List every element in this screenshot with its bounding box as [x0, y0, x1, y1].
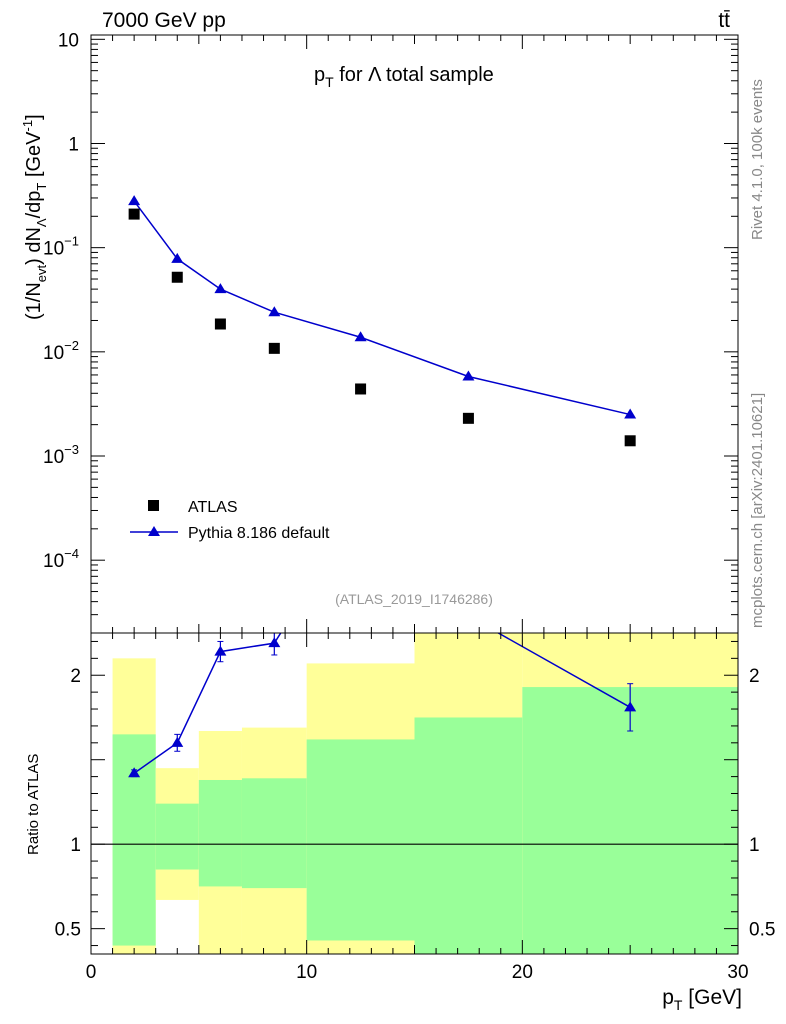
y-tick-label: 1	[68, 134, 79, 155]
atlas-data-point	[355, 383, 367, 395]
legend-atlas-marker	[148, 500, 159, 511]
ratio-green-band	[241, 778, 307, 889]
x-tick-label: 20	[512, 962, 533, 983]
y-tick-label: 10−2	[43, 338, 79, 364]
main-plot-frame	[90, 34, 739, 634]
x-tick-label: 0	[86, 962, 97, 983]
mc-point	[268, 306, 281, 317]
x-tick-label: 30	[727, 962, 748, 983]
source-label: mcplots.cern.ch [arXiv:2401.10621]	[749, 393, 766, 628]
mc-point	[171, 252, 184, 263]
legend-atlas-label: ATLAS	[188, 499, 238, 516]
y-tick-label: 10	[58, 30, 79, 51]
ratio-mc-points	[128, 633, 637, 778]
atlas-data-point	[268, 342, 280, 354]
header-energy: 7000 GeV pp	[102, 9, 226, 32]
y-tick-label: 10−3	[43, 442, 79, 468]
legend-mc-marker	[148, 526, 160, 536]
atlas-data-point	[214, 318, 226, 330]
y-tick-label: 10−1	[43, 234, 79, 260]
mc-point	[462, 370, 475, 381]
ratio-bands	[91, 633, 738, 954]
atlas-data-point	[171, 271, 183, 283]
y-tick-label-exponent: −2	[64, 338, 79, 353]
ratio-green-band	[522, 687, 738, 954]
x-axis-label-unit: [GeV]	[682, 986, 742, 1009]
ratio-y-tick-label-right: 1	[749, 835, 760, 856]
plot-title-rest: for Λ total sample	[334, 64, 494, 86]
x-axis-label: pT [GeV]	[662, 986, 742, 1013]
y-tick-label-exponent: −4	[64, 546, 79, 561]
ratio-mc-clip	[128, 633, 637, 778]
ratio-mc-point	[268, 637, 281, 648]
x-axis-label-sub: T	[674, 997, 683, 1013]
mc-point	[128, 195, 141, 206]
x-tick-label: 10	[296, 962, 317, 983]
ratio-green-band	[198, 779, 242, 887]
plot-title-sub: T	[325, 74, 334, 90]
ratio-green-band	[112, 734, 156, 946]
legend-mc-label: Pythia 8.186 default	[188, 525, 330, 542]
mc-points	[128, 195, 637, 419]
analysis-id: (ATLAS_2019_I1746286)	[335, 591, 493, 607]
atlas-data-points	[128, 208, 636, 447]
y-tick-label-base: 10	[43, 447, 64, 468]
x-axis-label-main: p	[662, 986, 674, 1009]
ratio-green-band	[306, 739, 415, 941]
y-tick-label: 10−4	[43, 546, 79, 572]
ratio-y-tick-label-right: 0.5	[749, 920, 775, 941]
mc-point	[354, 331, 367, 342]
ratio-mc-point	[624, 701, 637, 712]
atlas-data-point	[128, 208, 140, 220]
ratio-mc-point	[214, 645, 227, 656]
y-tick-label-base: 10	[43, 551, 64, 572]
ratio-y-tick-label: 1	[70, 835, 81, 856]
header-process: tt̄	[718, 9, 730, 32]
main-axis-ticks	[90, 35, 739, 634]
y-tick-label-exponent: −3	[64, 442, 79, 457]
mc-point	[624, 408, 637, 419]
ratio-green-band	[414, 717, 523, 954]
ratio-mc-point	[171, 736, 184, 747]
ratio-mc-point	[128, 767, 141, 778]
x-tick-labels: 0 10 20 30	[86, 962, 749, 983]
ratio-green-band	[155, 803, 199, 870]
atlas-data-point	[462, 412, 474, 424]
ratio-axis-ticks	[90, 633, 739, 954]
ratio-y-tick-label: 2	[70, 666, 81, 687]
ratio-y-tick-label: 0.5	[55, 920, 81, 941]
plot-title-main: p	[314, 64, 325, 86]
mc-curve	[133, 200, 631, 416]
plot-title: pT for Λ total sample	[314, 64, 494, 90]
mc-line	[133, 200, 631, 416]
rivet-label: Rivet 4.1.0, 100k events	[749, 79, 766, 240]
y-tick-label-exponent: −1	[64, 234, 79, 249]
y-tick-label-base: 10	[43, 343, 64, 364]
atlas-data-point	[624, 435, 636, 447]
ratio-y-tick-labels: 0.5 0.5 1 1 2 2	[55, 666, 776, 940]
main-y-axis-label: (1/Nevt) dNΛ/dpT [GeV-1]	[20, 114, 49, 320]
y-tick-label-base: 10	[43, 239, 64, 260]
ratio-y-tick-label-right: 2	[749, 666, 760, 687]
ratio-y-axis-label: Ratio to ATLAS	[25, 754, 42, 855]
mc-point	[214, 283, 227, 294]
